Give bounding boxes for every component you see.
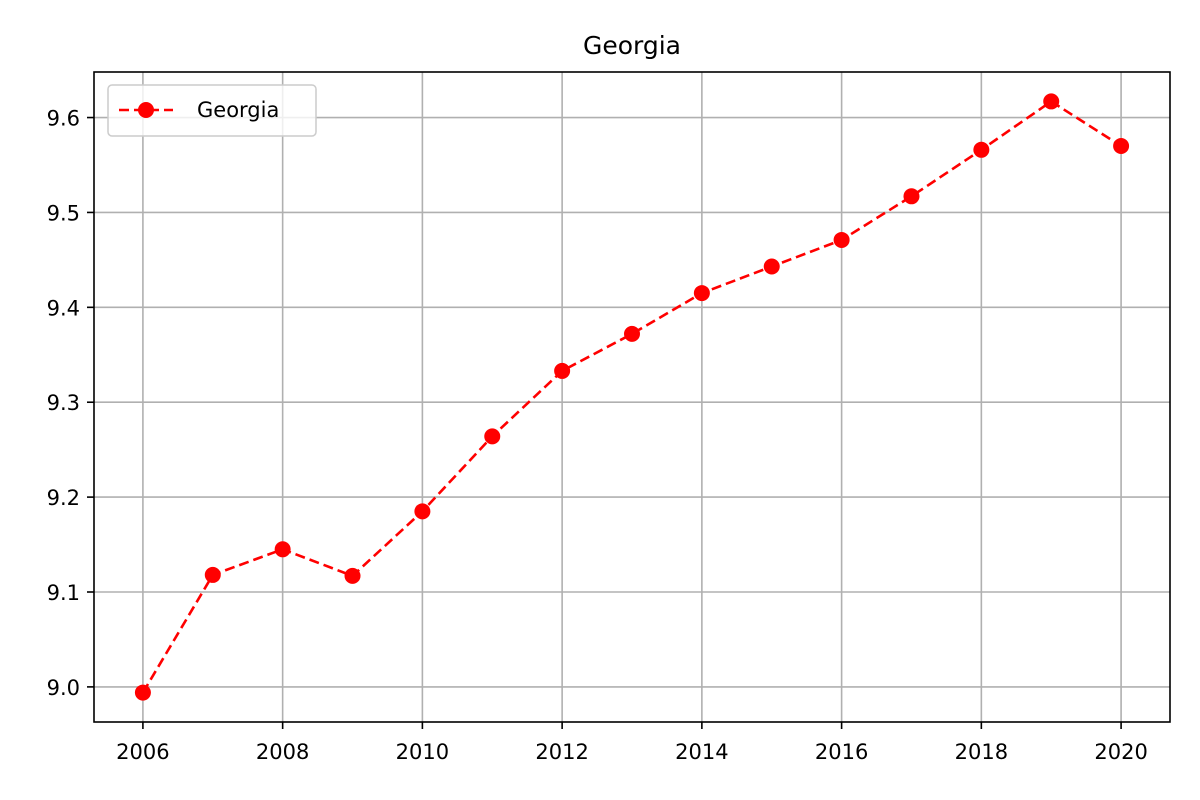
y-tick-label: 9.0 <box>47 676 80 700</box>
data-point <box>274 541 291 558</box>
legend-marker <box>138 102 154 118</box>
data-point <box>484 428 501 445</box>
legend: Georgia <box>107 84 317 137</box>
x-tick-label: 2010 <box>396 740 449 764</box>
data-point <box>414 503 431 520</box>
x-axis: 2006 2008 2010 2012 2014 2016 2018 2020 <box>116 722 1148 764</box>
data-point <box>554 362 571 379</box>
data-point <box>763 258 780 275</box>
data-point <box>344 567 361 584</box>
x-tick-label: 2014 <box>675 740 728 764</box>
plot-frame <box>93 71 1171 723</box>
y-axis: 9.0 9.1 9.2 9.3 9.4 9.5 9.6 <box>47 107 94 700</box>
data-point <box>903 188 920 205</box>
legend-box <box>107 84 317 137</box>
data-point <box>973 141 990 158</box>
y-tick-label: 9.4 <box>47 296 80 320</box>
x-tick-label: 2020 <box>1094 740 1147 764</box>
y-tick-label: 9.6 <box>47 107 80 131</box>
x-tick-label: 2016 <box>815 740 868 764</box>
chart-title: Georgia <box>583 31 681 60</box>
grid <box>94 72 1170 722</box>
data-point <box>134 684 151 701</box>
series-line <box>141 99 1122 694</box>
y-tick-label: 9.3 <box>47 391 80 415</box>
x-tick-label: 2006 <box>116 740 169 764</box>
y-tick-label: 9.5 <box>47 201 80 225</box>
data-point <box>833 231 850 248</box>
series-layer <box>134 93 1130 701</box>
data-point <box>624 325 640 342</box>
y-tick-label: 9.1 <box>47 581 80 605</box>
y-tick-label: 9.2 <box>47 486 80 510</box>
x-tick-label: 2012 <box>535 740 588 764</box>
data-point <box>1113 138 1130 155</box>
x-tick-label: 2018 <box>955 740 1008 764</box>
legend-label: Georgia <box>197 98 279 122</box>
data-point <box>204 566 221 583</box>
data-point <box>1043 93 1060 110</box>
x-tick-label: 2008 <box>256 740 309 764</box>
data-point <box>693 285 710 302</box>
